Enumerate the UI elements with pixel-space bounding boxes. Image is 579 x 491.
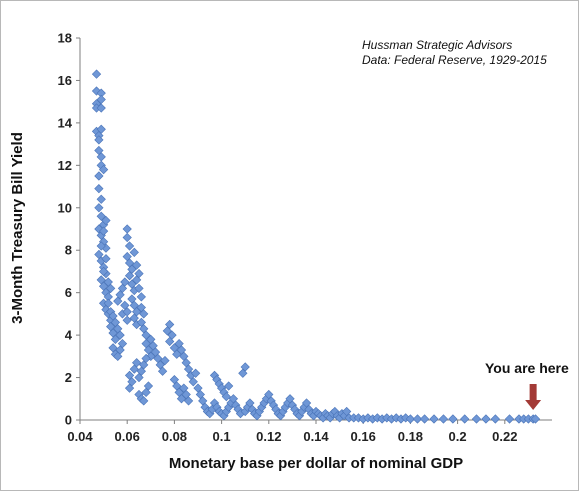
data-point xyxy=(530,414,541,424)
y-tick-label: 10 xyxy=(58,200,72,215)
y-tick-label: 8 xyxy=(65,243,72,258)
data-point xyxy=(129,247,139,257)
data-point xyxy=(122,224,132,234)
data-point xyxy=(103,298,113,308)
arrow-shaft xyxy=(529,384,537,400)
data-point xyxy=(122,232,132,243)
data-point xyxy=(98,266,109,277)
data-point xyxy=(98,164,109,175)
data-point xyxy=(94,171,104,181)
x-tick-label: 0.12 xyxy=(256,429,281,444)
data-point xyxy=(96,211,106,221)
data-point xyxy=(132,358,142,368)
data-point xyxy=(157,366,168,376)
y-tick-label: 18 xyxy=(58,31,72,46)
source-note-line2: Data: Federal Reserve, 1929-2015 xyxy=(362,53,547,67)
y-tick-label: 0 xyxy=(65,413,72,428)
x-tick-label: 0.1 xyxy=(213,429,231,444)
y-tick-label: 4 xyxy=(65,328,73,343)
data-point xyxy=(115,330,125,340)
x-axis-title: Monetary base per dollar of nominal GDP xyxy=(169,455,463,472)
data-point xyxy=(191,368,201,378)
data-point xyxy=(139,396,149,406)
data-point xyxy=(183,396,194,406)
data-point xyxy=(94,203,104,213)
data-point xyxy=(129,364,139,374)
x-tick-label: 0.06 xyxy=(115,429,140,444)
axes xyxy=(79,38,552,421)
data-point xyxy=(120,277,130,287)
data-point xyxy=(471,414,482,424)
data-point xyxy=(412,414,423,424)
data-point xyxy=(96,194,106,204)
data-point xyxy=(448,414,458,424)
data-point xyxy=(139,309,149,319)
data-point xyxy=(405,414,416,424)
data-point xyxy=(481,414,491,424)
data-point xyxy=(124,383,135,393)
data-point xyxy=(96,124,106,134)
source-note-line1: Hussman Strategic Advisors xyxy=(362,38,512,52)
x-tick-label: 0.14 xyxy=(303,429,329,444)
data-point xyxy=(188,377,198,387)
x-tick-label: 0.04 xyxy=(67,429,93,444)
data-point xyxy=(132,275,142,285)
data-point xyxy=(504,414,515,424)
arrow-head xyxy=(525,400,542,410)
data-point xyxy=(221,392,231,402)
x-tick-label: 0.16 xyxy=(351,429,376,444)
data-point xyxy=(136,292,146,302)
x-tick-label: 0.08 xyxy=(162,429,187,444)
y-tick-label: 12 xyxy=(58,158,72,173)
x-tick-label: 0.18 xyxy=(398,429,423,444)
data-point xyxy=(110,334,121,344)
data-point xyxy=(240,362,250,372)
data-point xyxy=(134,283,144,294)
y-axis-title: 3-Month Treasury Bill Yield xyxy=(9,132,26,324)
data-point xyxy=(165,336,175,347)
data-point xyxy=(124,271,135,281)
y-tick-label: 2 xyxy=(65,370,72,385)
data-point xyxy=(438,414,449,424)
data-point xyxy=(429,414,439,424)
data-point xyxy=(122,315,132,325)
data-point xyxy=(96,241,106,251)
data-point xyxy=(160,355,170,366)
data-point xyxy=(165,319,175,330)
data-points xyxy=(91,69,541,424)
data-point xyxy=(224,381,234,391)
x-ticks: 0.04 0.06 0.08 0.1 0.12 0.14 0.16 0.18 0.2 0.22 xyxy=(67,420,517,444)
you-are-here-arrow xyxy=(525,384,542,410)
data-point xyxy=(101,215,111,226)
x-tick-label: 0.22 xyxy=(492,429,517,444)
data-point xyxy=(94,184,104,194)
data-point xyxy=(91,69,102,79)
y-ticks: 0 2 4 6 8 10 12 14 16 18 xyxy=(58,31,80,428)
data-point xyxy=(490,414,500,424)
data-point xyxy=(101,254,111,264)
data-point xyxy=(139,360,149,370)
data-point xyxy=(419,414,430,424)
data-point xyxy=(141,353,151,364)
data-point xyxy=(460,414,470,424)
you-are-here-label: You are here xyxy=(485,360,569,376)
x-tick-label: 0.2 xyxy=(449,429,467,444)
data-point xyxy=(172,349,182,359)
data-point xyxy=(117,338,128,349)
data-point xyxy=(124,241,135,251)
y-tick-label: 6 xyxy=(65,285,72,300)
data-point xyxy=(176,394,187,404)
data-point xyxy=(143,381,154,391)
data-point xyxy=(91,86,102,96)
data-point xyxy=(94,135,104,145)
y-tick-label: 16 xyxy=(58,73,72,88)
data-point xyxy=(96,103,106,113)
data-point xyxy=(132,260,142,270)
data-point xyxy=(98,226,109,236)
data-point xyxy=(106,283,116,294)
y-tick-label: 14 xyxy=(58,115,73,130)
